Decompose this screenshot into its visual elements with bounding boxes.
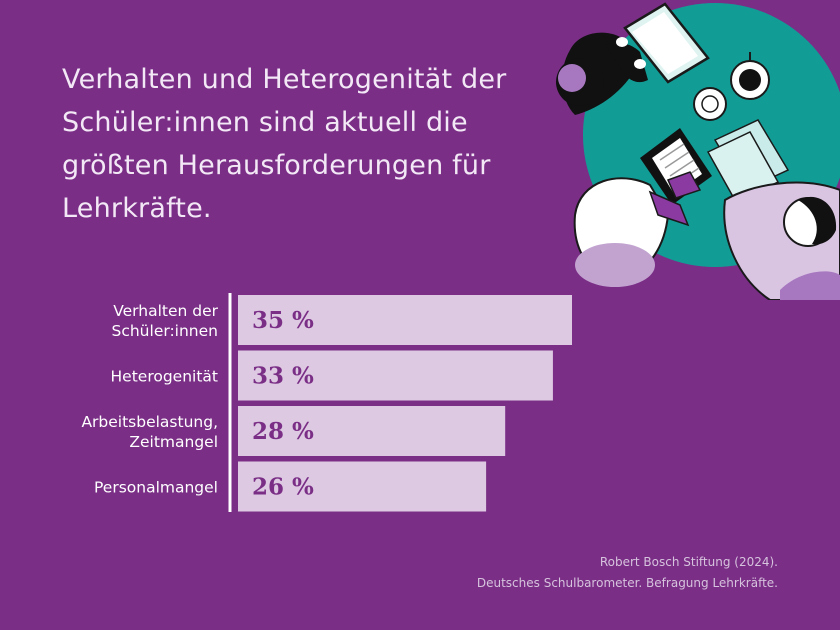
value-label-3: 26 % (252, 474, 314, 501)
category-label-3: Personalmangel (94, 479, 218, 497)
teacup-icon (694, 88, 726, 120)
value-label-1: 33 % (252, 363, 314, 390)
bar-chart: 35 % Verhalten der Schüler:innen 33 % Hetero… (0, 280, 840, 540)
value-label-0: 35 % (252, 307, 314, 334)
category-label-2: Arbeitsbelastung, Zeitmangel (81, 413, 218, 451)
source-line-2: Deutsches Schulbarometer. Befragung Lehr… (477, 573, 778, 594)
value-label-2: 28 % (252, 418, 314, 445)
chart-title: Verhalten und Heterogenität der Schüler:… (62, 58, 542, 230)
teachers-meeting-illustration (540, 0, 840, 300)
category-label-1: Heterogenität (111, 368, 218, 386)
category-label-0: Verhalten der Schüler:innen (112, 302, 219, 340)
source-line-1: Robert Bosch Stiftung (2024). (477, 552, 778, 573)
source-note: Robert Bosch Stiftung (2024). Deutsches … (477, 552, 778, 594)
